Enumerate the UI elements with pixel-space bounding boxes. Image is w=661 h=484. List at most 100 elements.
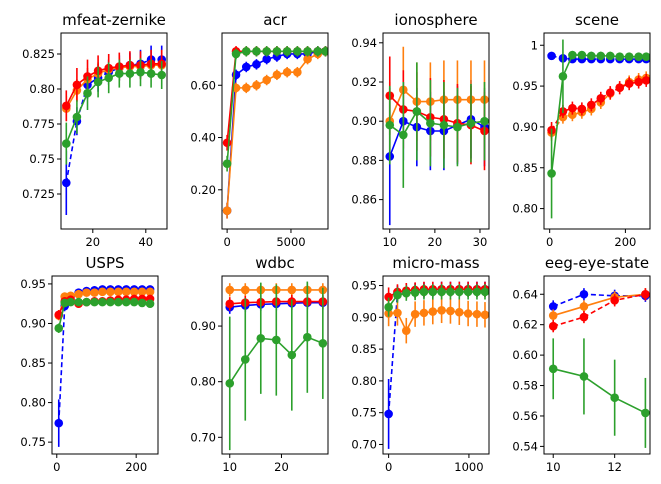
data-point: [282, 67, 292, 77]
x-tick-label: 10: [546, 460, 561, 474]
data-point: [384, 409, 393, 419]
data-point: [252, 60, 261, 69]
data-point: [90, 288, 99, 297]
y-tick-label: 0.88: [351, 153, 377, 167]
data-point: [113, 287, 123, 297]
x-tick-label: 0: [385, 460, 392, 474]
plot-area: [54, 285, 155, 447]
plot-area: [62, 45, 166, 215]
data-point: [303, 46, 312, 56]
data-point: [480, 310, 489, 320]
data-point: [98, 287, 107, 297]
y-tick-label: 0.60: [190, 78, 216, 92]
y-tick-label: 0.80: [512, 202, 538, 216]
y-tick-label: 0.80: [29, 82, 55, 96]
subplot-title: scene: [575, 11, 619, 29]
y-tick-label: 0.86: [351, 193, 377, 207]
series-green: [62, 58, 166, 165]
data-point: [129, 297, 139, 307]
data-point: [548, 364, 558, 374]
x-tick-label: 0: [53, 460, 60, 474]
subplot-title: micro-mass: [392, 254, 479, 272]
data-point: [113, 297, 123, 307]
data-point: [241, 83, 251, 93]
series-orange: [548, 288, 650, 322]
y-tick-label: 0.75: [20, 435, 46, 449]
data-point: [321, 46, 328, 56]
data-point: [62, 139, 71, 148]
data-point: [54, 323, 64, 333]
y-tick-label: 0.56: [512, 409, 538, 423]
data-point: [82, 297, 91, 307]
data-point: [241, 46, 251, 56]
x-tick-label: 20: [428, 235, 443, 249]
data-point: [252, 80, 261, 90]
data-point: [262, 46, 271, 56]
subplot-2: ionosphere 10 20 30 0.86 0.88 0.90 0.92 0.94: [351, 11, 490, 249]
y-tick-label: 0.775: [22, 117, 55, 131]
axes-frame: [51, 275, 159, 455]
data-point: [93, 77, 103, 87]
data-point: [641, 52, 650, 61]
data-point: [641, 408, 650, 418]
data-point: [313, 46, 323, 56]
data-point: [318, 339, 328, 348]
data-point: [121, 297, 131, 307]
data-point: [568, 50, 577, 60]
data-point: [446, 306, 455, 316]
data-point: [393, 290, 402, 300]
data-point: [82, 288, 91, 297]
data-point: [125, 69, 135, 78]
data-point: [225, 299, 235, 309]
data-point: [453, 122, 462, 132]
data-point: [225, 285, 235, 295]
series-line: [387, 288, 485, 415]
data-point: [83, 72, 92, 81]
data-point: [106, 287, 115, 297]
data-point: [121, 287, 131, 297]
data-point: [72, 80, 82, 90]
y-tick-label: 0.85: [512, 161, 538, 175]
x-tick-label: 200: [125, 460, 147, 474]
data-point: [385, 120, 395, 130]
series-green: [547, 39, 650, 219]
y-tick-label: 0.95: [20, 277, 46, 291]
axes-frame: [382, 32, 490, 230]
data-point: [115, 69, 124, 78]
data-point: [587, 100, 596, 110]
data-point: [54, 418, 64, 428]
data-point: [129, 287, 139, 297]
data-point: [384, 292, 393, 302]
data-point: [579, 312, 589, 322]
series-red: [547, 73, 650, 139]
data-point: [547, 51, 556, 61]
y-tick-label: 0.90: [512, 120, 538, 134]
data-point: [222, 159, 232, 168]
data-point: [272, 46, 282, 56]
x-tick-label: 10: [222, 460, 237, 474]
data-point: [548, 321, 558, 331]
x-tick-label: 30: [473, 235, 488, 249]
series-line: [65, 71, 162, 144]
y-tick-label: 1: [531, 38, 538, 52]
subplot-title: acr: [263, 11, 287, 29]
data-point: [480, 287, 489, 297]
data-point: [596, 94, 606, 103]
data-point: [98, 297, 107, 307]
data-point: [241, 62, 251, 72]
y-tick-label: 0.95: [512, 79, 538, 93]
data-point: [615, 83, 625, 93]
y-tick-label: 0.90: [190, 319, 216, 333]
data-point: [90, 297, 99, 307]
subplot-5: wdbc 10 20 0.70 0.80 0.90: [190, 254, 329, 474]
subplot-title: USPS: [85, 254, 124, 272]
data-point: [272, 70, 282, 80]
data-point: [428, 307, 438, 316]
series-line: [552, 293, 646, 317]
data-point: [558, 71, 568, 81]
y-tick-label: 0.40: [190, 131, 216, 145]
data-point: [463, 309, 473, 318]
subplot-0: mfeat-zernike 20 40 0.725 0.75 0.775 0.80 0.825: [22, 11, 168, 249]
y-tick-label: 0.60: [512, 348, 538, 362]
series-green: [222, 46, 328, 172]
